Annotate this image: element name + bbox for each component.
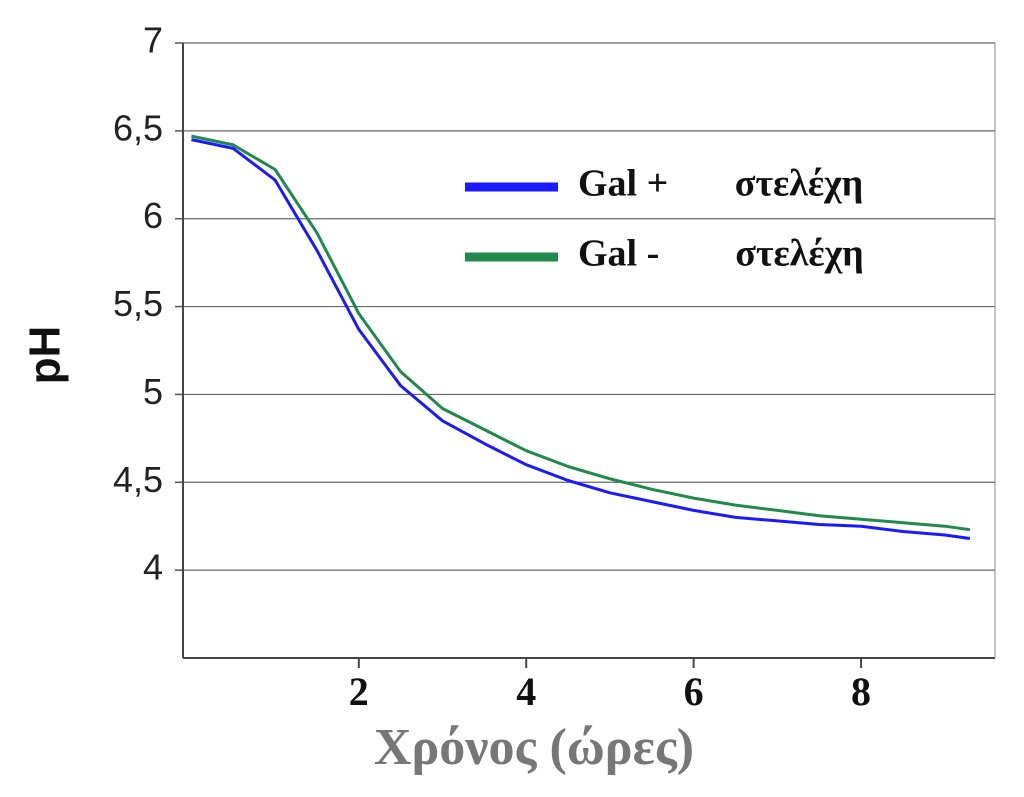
y-tick-label: 5,5 (113, 283, 163, 324)
legend-label: Gal + στελέχη (578, 163, 863, 205)
x-tick-label: 4 (516, 669, 536, 714)
legend-label: Gal - στελέχη (578, 233, 864, 275)
y-tick-label: 6,5 (113, 107, 163, 148)
y-tick-label: 7 (143, 20, 163, 61)
x-axis-label: Χρόνος (ώρες) (374, 719, 694, 776)
x-tick-label: 8 (851, 669, 871, 714)
line-series (191, 138, 971, 540)
y-tick-label: 5 (143, 371, 163, 412)
y-tick-label: 4,5 (113, 459, 163, 500)
x-tick-label: 2 (349, 669, 369, 714)
line-series (191, 134, 971, 532)
x-tick-label: 6 (684, 669, 704, 714)
y-axis-label: pH (21, 326, 70, 385)
y-tick-label: 6 (143, 195, 163, 236)
y-tick-label: 4 (143, 547, 163, 588)
